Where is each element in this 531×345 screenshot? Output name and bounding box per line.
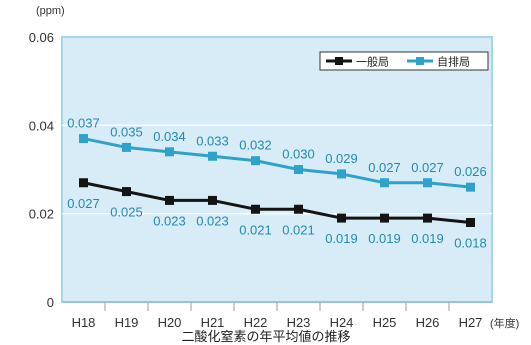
series-0-data-label-H25: 0.019 bbox=[368, 231, 401, 246]
x-axis-unit-label: (年度) bbox=[490, 316, 519, 330]
y-axis-unit-label: (ppm) bbox=[36, 5, 65, 17]
x-tick-label-H19: H19 bbox=[115, 315, 139, 330]
series-0-data-label-H23: 0.021 bbox=[282, 222, 315, 237]
x-tick-label-H25: H25 bbox=[373, 315, 397, 330]
y-tick-label: 0.04 bbox=[29, 118, 54, 133]
series-group: 0.027 0.025 0.023 0.023 0.021 0.021 0.019 0.019… bbox=[67, 116, 487, 251]
series-0-point-H24 bbox=[337, 213, 346, 223]
series-0-data-label-H26: 0.019 bbox=[411, 231, 444, 246]
series-1-point-H26 bbox=[423, 178, 432, 188]
y-tick-label: 0 bbox=[47, 295, 54, 310]
series-1-data-label-H18: 0.037 bbox=[67, 116, 100, 131]
series-1-data-label-H19: 0.035 bbox=[110, 124, 143, 139]
series-0-data-label-H20: 0.023 bbox=[153, 213, 186, 228]
gridlines bbox=[62, 124, 492, 215]
series-0-point-H20 bbox=[165, 195, 174, 205]
chart-title: 二酸化窒素の年平均値の推移 bbox=[181, 329, 350, 344]
x-tick-label-H21: H21 bbox=[201, 315, 225, 330]
series-1-point-H21 bbox=[208, 151, 217, 161]
series-0-line bbox=[83, 181, 471, 224]
series-0-point-H25 bbox=[380, 213, 389, 223]
x-tick-label-H26: H26 bbox=[416, 315, 440, 330]
series-1-data-label-H24: 0.029 bbox=[325, 151, 358, 166]
series-1-data-label-H26: 0.027 bbox=[411, 160, 444, 175]
series-1-data-label-H23: 0.030 bbox=[282, 147, 315, 162]
series-1-point-H22 bbox=[251, 156, 260, 166]
series-0-data-label-H22: 0.021 bbox=[239, 222, 272, 237]
x-tick-label-H22: H22 bbox=[244, 315, 268, 330]
series-1-point-H24 bbox=[337, 169, 346, 179]
legend-label-0: 一般局 bbox=[356, 56, 389, 69]
series-0-point-H19 bbox=[122, 187, 131, 197]
series-0-data-label-H24: 0.019 bbox=[325, 231, 358, 246]
x-tick-label-H23: H23 bbox=[287, 315, 311, 330]
series-1-line bbox=[83, 137, 471, 189]
x-tick-label-H24: H24 bbox=[330, 315, 354, 330]
legend-label-1: 自排局 bbox=[437, 55, 470, 69]
series-1-point-H19 bbox=[122, 142, 131, 152]
series-0-data-label-H18: 0.027 bbox=[67, 196, 100, 211]
x-tick-label-H18: H18 bbox=[72, 315, 96, 330]
series-1-data-label-H21: 0.033 bbox=[196, 133, 229, 148]
series-1-point-H20 bbox=[165, 147, 174, 157]
y-axis: 0 0.02 0.04 0.06 bbox=[29, 30, 54, 310]
x-axis: H18 H19 H20 H21 H22 H23 H24 H25 H26 H27 bbox=[62, 301, 492, 330]
series-1: 0.037 0.035 0.034 0.033 0.032 0.030 0.029 0.027… bbox=[67, 116, 487, 192]
series-1-data-label-H20: 0.034 bbox=[153, 129, 186, 144]
series-0-point-H22 bbox=[251, 204, 260, 214]
series-0-point-H26 bbox=[423, 213, 432, 223]
series-1-data-label-H25: 0.027 bbox=[368, 160, 401, 175]
series-0: 0.027 0.025 0.023 0.023 0.021 0.021 0.019 0.019… bbox=[67, 178, 487, 251]
y-tick-label: 0.06 bbox=[29, 30, 54, 45]
legend-swatch-marker-1 bbox=[416, 57, 424, 65]
series-0-data-label-H21: 0.023 bbox=[196, 213, 229, 228]
series-1-data-label-H27: 0.026 bbox=[454, 164, 487, 179]
series-0-point-H27 bbox=[466, 218, 475, 227]
series-0-point-H23 bbox=[294, 204, 303, 214]
series-0-point-H21 bbox=[208, 195, 217, 205]
plot-area bbox=[61, 36, 493, 303]
series-1-data-label-H22: 0.032 bbox=[239, 138, 272, 153]
series-1-point-H25 bbox=[380, 178, 389, 188]
x-tick-label-H20: H20 bbox=[158, 315, 182, 330]
series-0-data-label-H19: 0.025 bbox=[110, 205, 143, 220]
series-0-point-H18 bbox=[79, 178, 88, 188]
series-0-data-label-H27: 0.018 bbox=[454, 236, 487, 251]
legend-swatch-marker-0 bbox=[335, 57, 343, 65]
y-tick-label: 0.02 bbox=[29, 207, 54, 222]
legend: 一般局 自排局 bbox=[319, 51, 489, 71]
legend-box bbox=[319, 51, 489, 71]
x-tick-label-H27: H27 bbox=[459, 315, 483, 330]
series-1-point-H18 bbox=[79, 134, 88, 144]
series-1-point-H23 bbox=[294, 165, 303, 174]
series-1-point-H27 bbox=[466, 182, 475, 192]
